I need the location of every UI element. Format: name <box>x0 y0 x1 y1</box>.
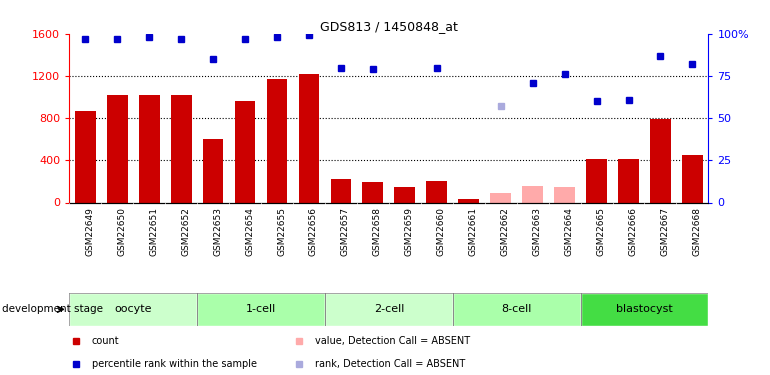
Bar <box>139 95 159 202</box>
Bar <box>107 95 128 202</box>
Text: percentile rank within the sample: percentile rank within the sample <box>92 359 256 369</box>
Text: GSM22665: GSM22665 <box>597 207 605 256</box>
Bar <box>363 183 383 203</box>
Bar <box>69 292 197 326</box>
Bar <box>650 119 671 202</box>
Text: GSM22650: GSM22650 <box>117 207 126 256</box>
Text: GSM22659: GSM22659 <box>405 207 413 256</box>
Bar <box>75 111 95 202</box>
Bar <box>453 292 581 326</box>
Text: development stage: development stage <box>2 304 103 314</box>
Text: GSM22658: GSM22658 <box>373 207 382 256</box>
Bar <box>618 159 639 202</box>
Bar <box>171 95 192 202</box>
Bar <box>586 159 607 202</box>
Bar <box>682 155 703 203</box>
Text: GSM22664: GSM22664 <box>564 207 574 256</box>
Text: rank, Detection Call = ABSENT: rank, Detection Call = ABSENT <box>316 359 466 369</box>
Bar <box>394 187 415 202</box>
Text: 2-cell: 2-cell <box>373 304 404 314</box>
Bar <box>325 292 453 326</box>
Text: GSM22667: GSM22667 <box>661 207 669 256</box>
Bar <box>554 187 575 202</box>
Bar <box>490 193 511 202</box>
Text: oocyte: oocyte <box>115 304 152 314</box>
Bar <box>330 179 351 203</box>
Bar <box>266 79 287 203</box>
Bar <box>299 74 320 202</box>
Text: GSM22660: GSM22660 <box>437 207 446 256</box>
Bar <box>235 101 256 202</box>
Text: GSM22663: GSM22663 <box>533 207 541 256</box>
Text: GSM22662: GSM22662 <box>500 207 510 256</box>
Title: GDS813 / 1450848_at: GDS813 / 1450848_at <box>320 20 458 33</box>
Bar <box>427 182 447 203</box>
Text: GSM22651: GSM22651 <box>149 207 158 256</box>
Text: GSM22666: GSM22666 <box>628 207 638 256</box>
Bar <box>197 292 325 326</box>
Text: count: count <box>92 336 119 346</box>
Text: GSM22657: GSM22657 <box>341 207 350 256</box>
Bar <box>458 200 479 202</box>
Text: GSM22655: GSM22655 <box>277 207 286 256</box>
Text: 1-cell: 1-cell <box>246 304 276 314</box>
Text: GSM22652: GSM22652 <box>181 207 190 256</box>
Text: GSM22656: GSM22656 <box>309 207 318 256</box>
Text: GSM22668: GSM22668 <box>692 207 701 256</box>
Text: GSM22654: GSM22654 <box>245 207 254 256</box>
Text: GSM22649: GSM22649 <box>85 207 94 256</box>
Text: 8-cell: 8-cell <box>501 304 532 314</box>
Text: GSM22661: GSM22661 <box>469 207 477 256</box>
Bar <box>522 186 543 202</box>
Bar <box>581 292 708 326</box>
Text: value, Detection Call = ABSENT: value, Detection Call = ABSENT <box>316 336 470 346</box>
Bar <box>203 139 223 202</box>
Text: blastocyst: blastocyst <box>616 304 673 314</box>
Text: GSM22653: GSM22653 <box>213 207 222 256</box>
